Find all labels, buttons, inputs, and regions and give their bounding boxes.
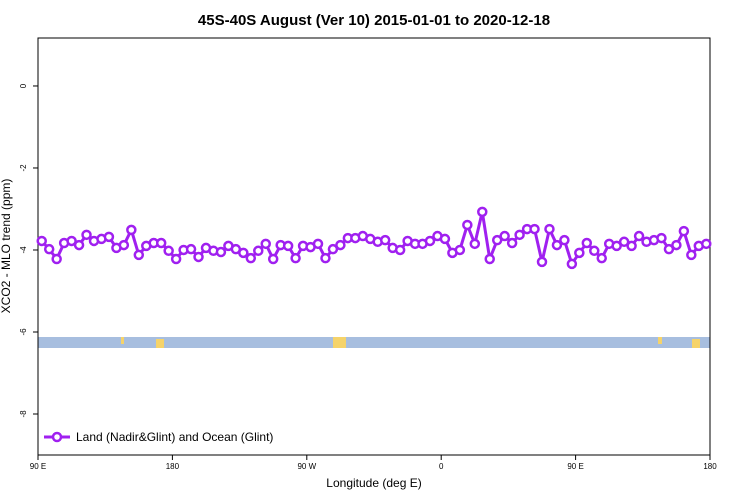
data-point [454, 244, 466, 256]
x-tick-label: 90 E [567, 462, 583, 471]
data-point [155, 237, 167, 249]
data-point [469, 238, 481, 250]
x-tick-label: 90 E [30, 462, 46, 471]
data-point [118, 239, 130, 251]
land-patch [658, 337, 662, 344]
data-point [103, 231, 115, 243]
y-tick-label: -2 [19, 164, 28, 172]
data-point [185, 243, 197, 255]
surface-strip [38, 337, 710, 348]
x-tick-label: 0 [439, 462, 444, 471]
data-point [327, 243, 339, 255]
data-point [163, 245, 174, 257]
data-point [462, 219, 473, 231]
land-patch [121, 337, 124, 344]
data-point [290, 252, 301, 264]
data-point [126, 224, 137, 236]
data-point [335, 239, 346, 251]
data-point [394, 244, 406, 256]
land-patch [333, 337, 346, 348]
x-tick-label: 90 W [297, 462, 316, 471]
data-point [686, 249, 697, 261]
data-point [267, 253, 279, 265]
data-point [73, 239, 85, 251]
data-point [66, 235, 77, 247]
data-point [245, 252, 257, 264]
data-point [596, 252, 607, 264]
land-patch [692, 339, 700, 348]
data-point [477, 206, 488, 218]
data-point [544, 223, 555, 235]
y-tick-label: -4 [19, 246, 28, 254]
data-point [701, 238, 712, 250]
data-point [424, 235, 436, 247]
data-point [320, 252, 331, 264]
x-tick-label: 180 [166, 462, 180, 471]
ocean-strip [38, 337, 710, 348]
data-point [514, 229, 525, 241]
data-point [253, 245, 264, 257]
data-point [536, 256, 548, 268]
data-point [618, 236, 630, 248]
data-point [529, 223, 540, 235]
data-point [484, 253, 495, 265]
legend-marker [51, 431, 63, 443]
data-point [499, 230, 510, 242]
data-point [282, 240, 294, 252]
legend-item: Land (Nadir&Glint) and Ocean (Glint) [44, 430, 273, 444]
data-point [656, 232, 667, 244]
data-point [312, 238, 324, 250]
data-point [551, 239, 563, 251]
data-point [170, 253, 182, 265]
data-point [671, 239, 682, 251]
data-point [506, 237, 518, 249]
data-point [36, 235, 47, 247]
data-point [260, 238, 271, 250]
data-point [491, 234, 503, 246]
data-point [81, 229, 92, 241]
x-tick-label: 180 [703, 462, 717, 471]
data-point [611, 240, 622, 252]
data-point [581, 237, 593, 249]
data-point [589, 245, 600, 257]
data-point [626, 240, 637, 252]
data-point [215, 246, 227, 258]
data-point [633, 230, 645, 242]
y-tick-label: -8 [19, 410, 28, 418]
land-patch [156, 339, 164, 348]
data-point [51, 253, 62, 265]
data-point [133, 249, 145, 261]
data-point [678, 225, 690, 237]
legend-label: Land (Nadir&Glint) and Ocean (Glint) [76, 430, 273, 444]
y-tick-label: -6 [19, 328, 28, 336]
x-axis-label: Longitude (deg E) [326, 476, 421, 490]
data-point [574, 247, 585, 259]
data-point [566, 258, 578, 270]
data-point [193, 251, 204, 263]
data-point [439, 233, 451, 245]
data-point [238, 247, 249, 259]
data-point [559, 234, 570, 246]
data-point [43, 243, 55, 255]
data-point [379, 234, 391, 246]
chart-title: 45S-40S August (Ver 10) 2015-01-01 to 20… [198, 12, 550, 29]
data-point [663, 243, 675, 255]
y-tick-label: 0 [19, 83, 28, 88]
y-axis-label: XCO2 - MLO trend (ppm) [0, 179, 13, 314]
